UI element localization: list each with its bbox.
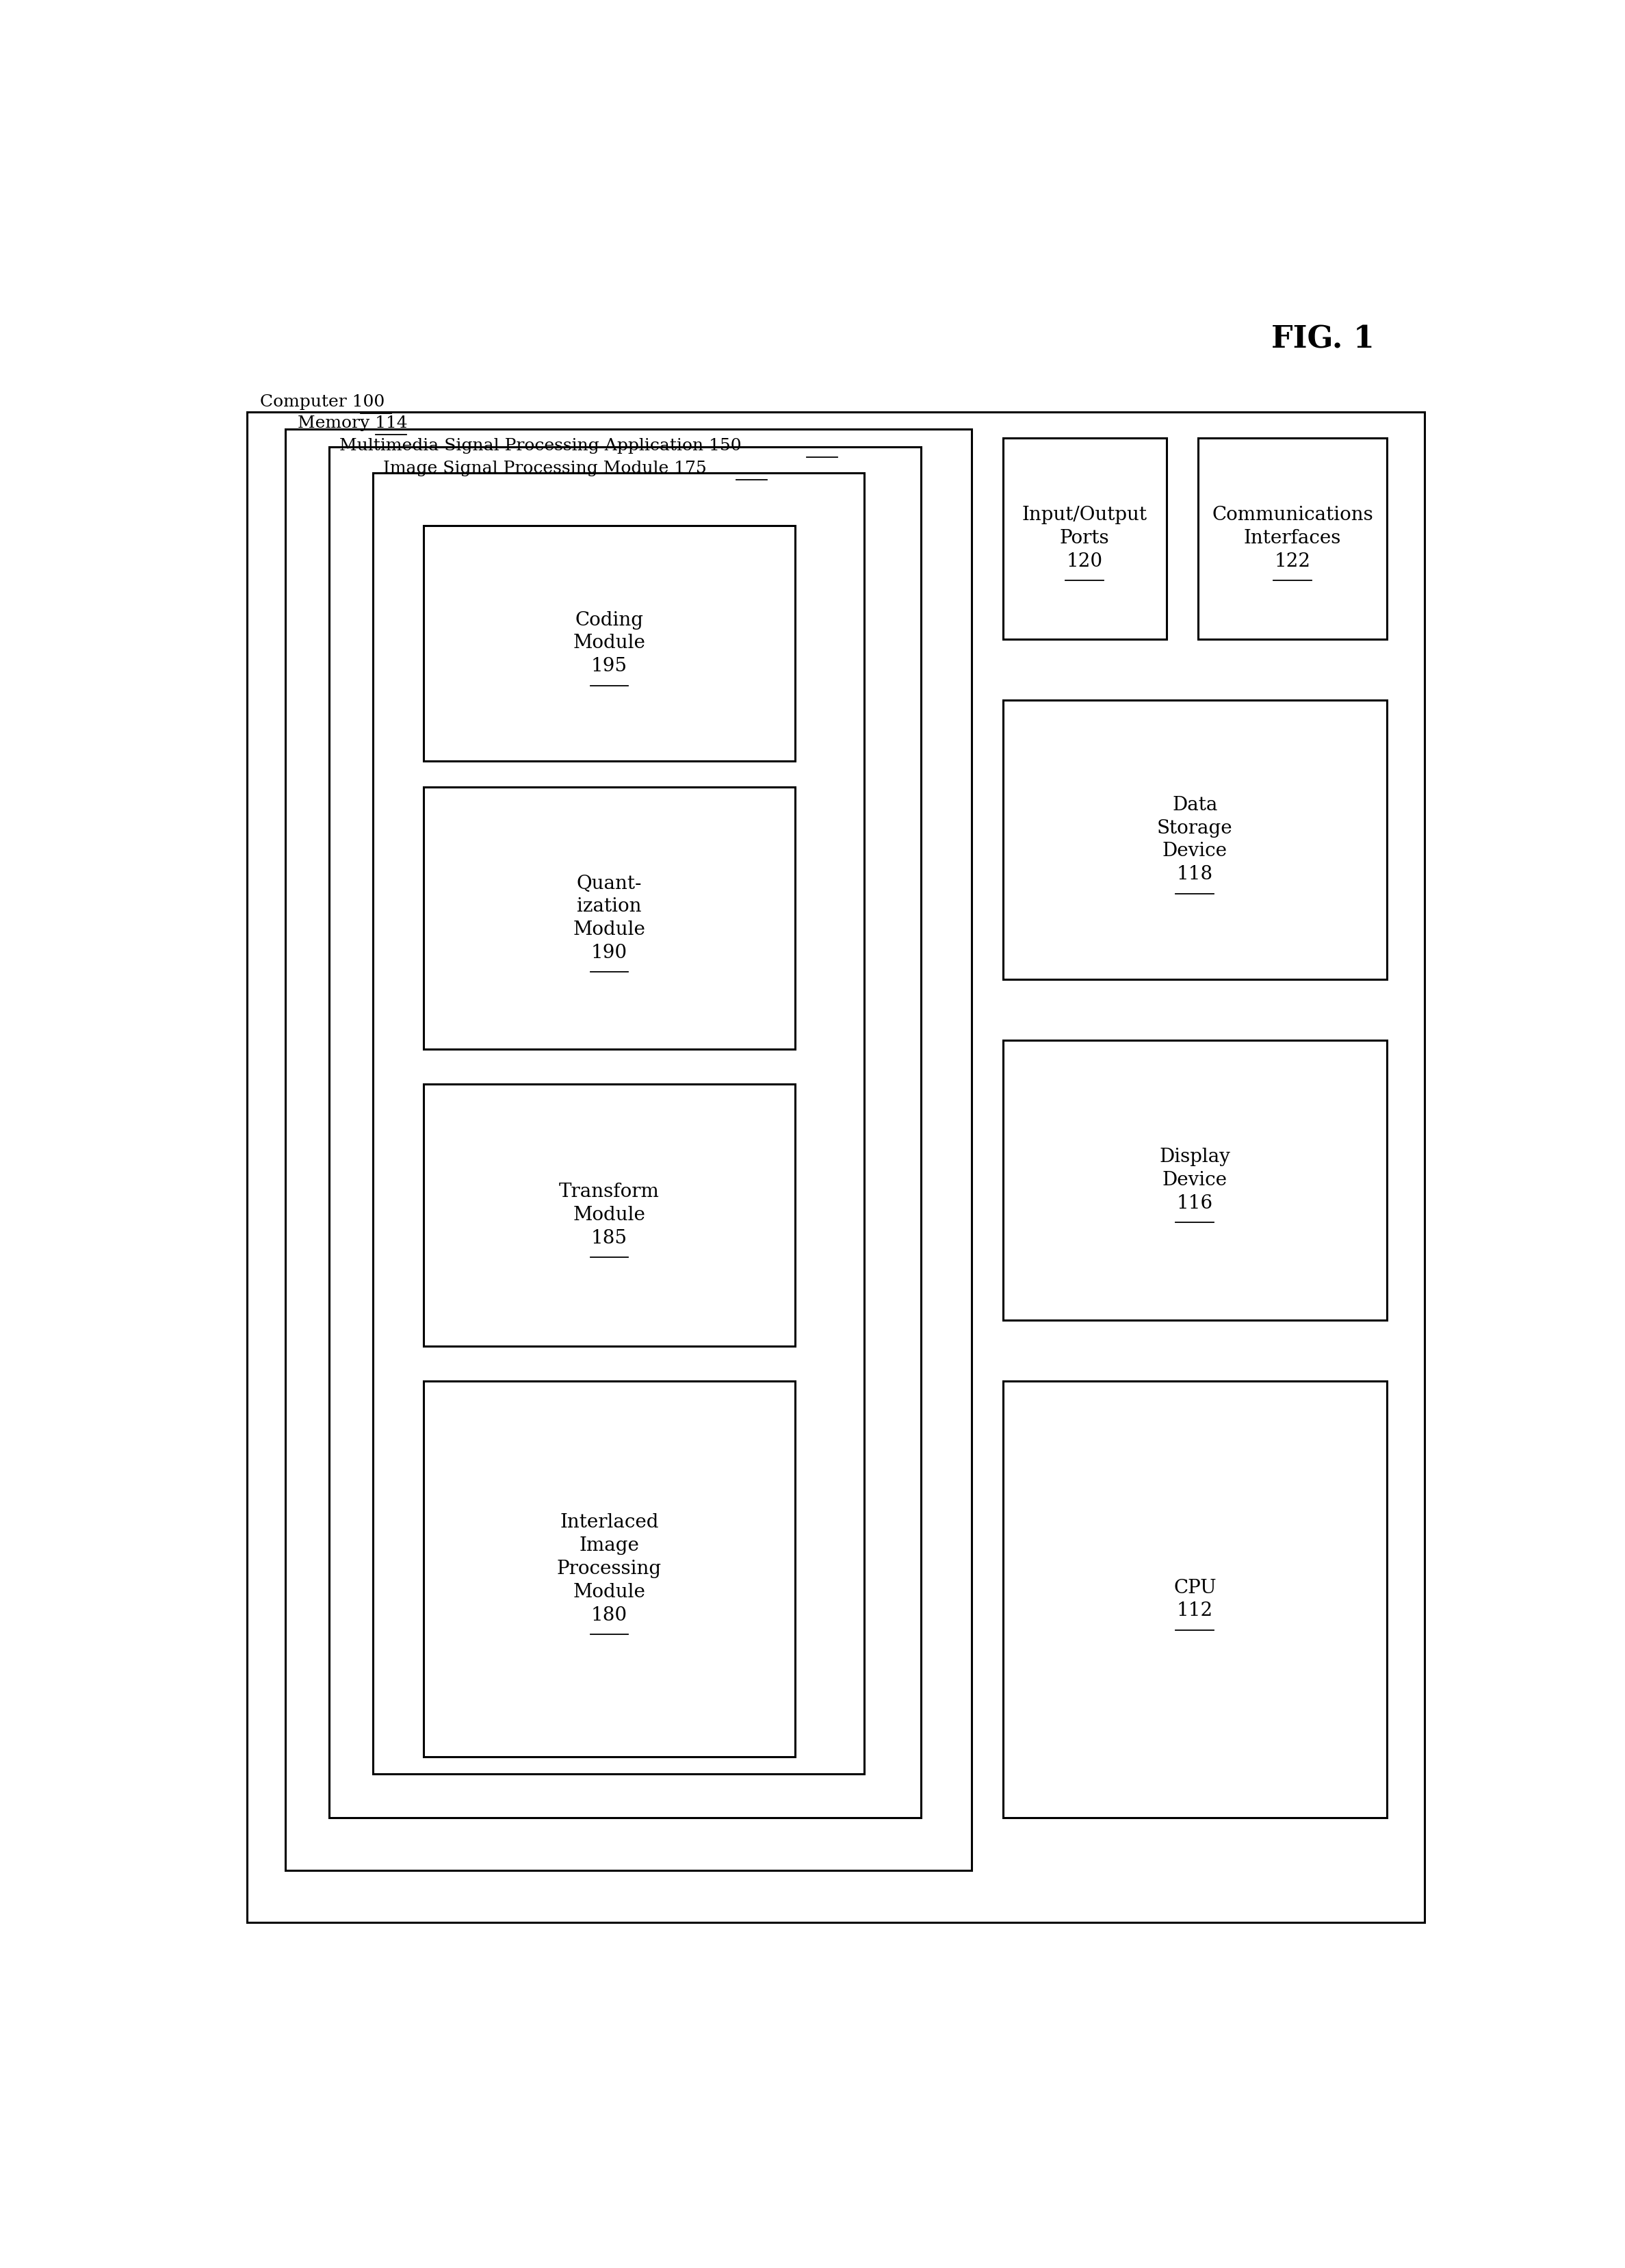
Text: Device: Device (1162, 1170, 1227, 1188)
Bar (247, 413, 1425, 1923)
Text: Display: Display (1159, 1148, 1230, 1166)
Text: 185: 185 (592, 1229, 627, 1247)
Text: Ports: Ports (1060, 528, 1110, 547)
Text: Module: Module (574, 1583, 645, 1601)
Bar (284, 429, 972, 1871)
Bar (1003, 1041, 1388, 1320)
Text: 190: 190 (592, 943, 627, 962)
Text: Quant-: Quant- (577, 873, 642, 894)
Bar (1003, 701, 1388, 980)
Text: ization: ization (577, 898, 642, 916)
Text: 122: 122 (1274, 553, 1311, 572)
Text: 116: 116 (1176, 1195, 1212, 1213)
Text: Image: Image (578, 1535, 639, 1556)
Text: Interfaces: Interfaces (1243, 528, 1341, 547)
Text: Data: Data (1172, 796, 1217, 814)
Text: 120: 120 (1066, 553, 1103, 572)
Text: 112: 112 (1176, 1601, 1212, 1619)
Bar (1003, 1381, 1388, 1817)
Text: Transform: Transform (559, 1184, 660, 1202)
Text: Communications: Communications (1212, 506, 1373, 524)
Text: Module: Module (574, 1207, 645, 1225)
Bar (424, 1084, 795, 1347)
Text: Module: Module (574, 921, 645, 939)
Bar (1003, 438, 1167, 640)
Text: CPU: CPU (1173, 1579, 1216, 1597)
Text: FIG. 1: FIG. 1 (1271, 324, 1375, 354)
Text: Module: Module (574, 635, 645, 653)
Text: Interlaced: Interlaced (561, 1513, 658, 1531)
Text: Coding: Coding (575, 610, 644, 628)
Bar (424, 526, 795, 762)
Bar (424, 787, 795, 1050)
Text: Image Signal Processing Module 175: Image Signal Processing Module 175 (384, 460, 707, 476)
Text: Input/Output: Input/Output (1022, 506, 1147, 524)
Bar (328, 447, 921, 1817)
Text: Multimedia Signal Processing Application 150: Multimedia Signal Processing Application… (340, 438, 741, 454)
Text: Memory 114: Memory 114 (297, 415, 408, 431)
Text: 180: 180 (592, 1606, 627, 1624)
Text: 195: 195 (592, 658, 627, 676)
Text: Processing: Processing (557, 1560, 661, 1579)
Text: Device: Device (1162, 841, 1227, 860)
Bar (374, 474, 864, 1774)
Text: Computer 100: Computer 100 (260, 395, 385, 411)
Bar (424, 1381, 795, 1755)
Bar (1198, 438, 1388, 640)
Text: Storage: Storage (1157, 819, 1233, 837)
Text: 118: 118 (1176, 866, 1212, 885)
